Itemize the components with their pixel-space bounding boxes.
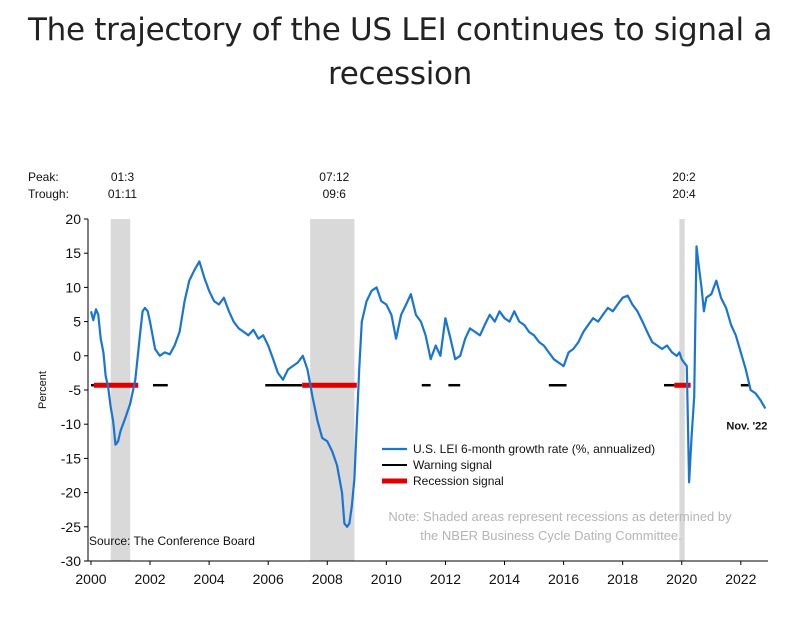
peak-label: 01:3 [111, 170, 135, 184]
peak-label: 20:2 [672, 170, 696, 184]
legend-label: Warning signal [413, 458, 492, 472]
y-tick-label: -10 [61, 416, 81, 432]
x-tick-label: 2006 [253, 571, 284, 587]
x-tick-label: 2004 [194, 571, 225, 587]
peak-label: 07:12 [319, 170, 349, 184]
source-label: Source: The Conference Board [89, 534, 255, 548]
y-tick-label: -5 [69, 382, 82, 398]
x-tick-label: 2016 [548, 571, 579, 587]
legend-label: U.S. LEI 6-month growth rate (%, annuali… [413, 442, 655, 456]
last-point-label: Nov. '22 [726, 420, 767, 432]
x-tick-label: 2022 [725, 571, 756, 587]
y-tick-label: 5 [73, 314, 81, 330]
title-line-2: recession [327, 56, 473, 92]
x-tick-label: 2018 [607, 571, 638, 587]
y-axis-title: Percent [37, 371, 49, 409]
y-tick-label: -20 [61, 485, 81, 501]
recession-shade [110, 219, 131, 561]
y-tick-label: -15 [61, 450, 81, 466]
title-line-1: The trajectory of the US LEI continues t… [27, 12, 773, 48]
y-tick-label: -30 [61, 553, 81, 569]
recession-shade [679, 219, 685, 561]
trough-label: 20:4 [672, 187, 696, 201]
y-tick-label: -25 [61, 519, 81, 535]
page-title: The trajectory of the US LEI continues t… [0, 8, 800, 96]
x-tick-label: 2002 [134, 571, 165, 587]
note-line-1: Note: Shaded areas represent recessions … [388, 509, 732, 524]
x-tick-label: 2020 [666, 571, 697, 587]
x-tick-label: 2010 [371, 571, 402, 587]
y-tick-label: 15 [65, 245, 81, 261]
lei-series-line [89, 245, 767, 528]
trough-label: 09:6 [323, 187, 347, 201]
y-tick-label: 0 [73, 348, 81, 364]
trough-heading: Trough: [28, 187, 69, 201]
legend-label: Recession signal [413, 474, 504, 488]
note-line-2: the NBER Business Cycle Dating Committee… [420, 528, 682, 543]
y-tick-label: 20 [65, 211, 81, 227]
peak-heading: Peak: [28, 170, 59, 184]
x-tick-label: 2008 [312, 571, 343, 587]
x-tick-label: 2012 [430, 571, 461, 587]
y-tick-label: 10 [65, 279, 81, 295]
recession-shade [310, 219, 355, 561]
x-tick-label: 2000 [75, 571, 106, 587]
trough-label: 01:11 [108, 187, 137, 201]
x-tick-label: 2014 [489, 571, 520, 587]
